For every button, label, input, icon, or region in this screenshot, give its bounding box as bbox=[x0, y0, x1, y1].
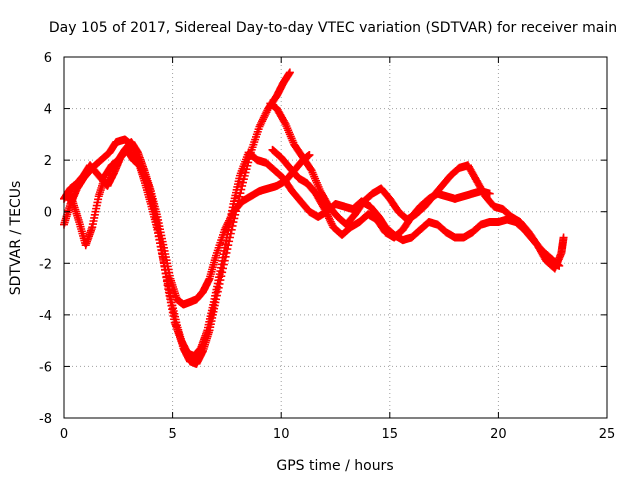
x-tick-label: 0 bbox=[60, 427, 68, 442]
series-track-3 bbox=[60, 145, 564, 361]
data-point-marker bbox=[255, 122, 264, 131]
data-point-marker bbox=[261, 109, 270, 118]
data-point-marker bbox=[323, 210, 332, 219]
data-point-marker bbox=[258, 117, 267, 126]
data-point-marker bbox=[285, 68, 294, 77]
y-axis-label: SDTVAR / TECUs bbox=[8, 181, 24, 296]
data-point-marker bbox=[324, 212, 333, 221]
axis-ticks: 0 5 10 15 20 25 -8 -6 -4 -2 0 2 4 6 bbox=[39, 51, 615, 442]
series-track-5 bbox=[266, 99, 568, 273]
y-tick-label: -6 bbox=[39, 360, 52, 375]
x-axis-label: GPS time / hours bbox=[276, 458, 393, 474]
data-point-marker bbox=[325, 215, 334, 224]
y-tick-label: -4 bbox=[39, 309, 52, 324]
data-point-marker bbox=[280, 118, 289, 127]
x-tick-label: 5 bbox=[168, 427, 176, 442]
data-point-marker bbox=[260, 111, 269, 120]
data-point-marker bbox=[262, 108, 271, 117]
data-point-marker bbox=[220, 225, 229, 234]
data-point-marker bbox=[235, 192, 244, 201]
x-tick-label: 25 bbox=[599, 427, 616, 442]
y-tick-label: 6 bbox=[44, 51, 52, 66]
y-tick-label: 2 bbox=[44, 154, 52, 169]
chart-title: Day 105 of 2017, Sidereal Day-to-day VTE… bbox=[49, 20, 617, 36]
data-point-marker bbox=[257, 119, 266, 128]
x-tick-label: 15 bbox=[382, 427, 399, 442]
data-point-marker bbox=[256, 120, 265, 129]
x-tick-label: 10 bbox=[273, 427, 290, 442]
data-point-marker bbox=[305, 150, 314, 159]
y-tick-label: -2 bbox=[39, 257, 52, 272]
data-point-marker bbox=[326, 217, 335, 226]
y-tick-label: 4 bbox=[44, 103, 52, 118]
data-point-marker bbox=[259, 113, 268, 122]
data-markers bbox=[60, 68, 568, 368]
data-point-marker bbox=[559, 233, 568, 242]
data-point-marker bbox=[322, 208, 331, 217]
data-point-marker bbox=[327, 219, 336, 228]
plot-frame bbox=[63, 56, 608, 419]
data-point-marker bbox=[324, 214, 333, 223]
y-tick-label: -8 bbox=[39, 412, 52, 427]
x-tick-label: 20 bbox=[490, 427, 507, 442]
data-point-marker bbox=[258, 115, 267, 124]
data-point-marker bbox=[321, 206, 330, 215]
y-tick-label: 0 bbox=[44, 206, 52, 221]
